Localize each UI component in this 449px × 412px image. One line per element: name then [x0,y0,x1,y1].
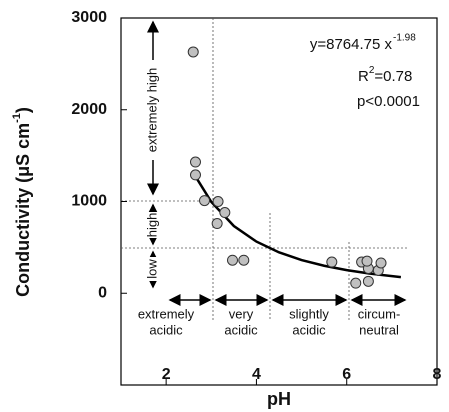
y-tick-label: 3000 [71,9,107,26]
point [350,277,362,289]
class-label: neutral [359,322,399,337]
point [199,195,211,207]
x-tick-label: 6 [342,366,351,383]
point [211,218,223,230]
y-tick-label: 1000 [71,193,107,210]
class-label: acidic [292,322,326,337]
point [212,196,224,207]
point [361,255,373,267]
point [187,46,199,58]
y-label-text: Conductivity (μS cm [13,123,33,297]
class-label: extremely high [144,68,159,153]
point [375,257,387,269]
point [362,275,374,287]
label-bg [144,212,162,238]
x-tick-label: 4 [252,366,261,383]
equation-exponent: -1.98 [393,33,416,44]
y-tick-label: 0 [98,284,107,301]
r2: R2=0.78 [358,65,412,85]
point [326,256,338,268]
label-bg [144,257,162,281]
point [189,156,201,168]
r2-base: R [358,68,369,85]
point [238,254,250,266]
class-label: slightly [289,306,329,321]
y-label-end: ) [13,107,33,113]
class-label: low [144,259,159,279]
class-label: acidic [149,322,183,337]
x-tick-label: 2 [162,366,171,383]
p-value: p<0.0001 [357,93,420,110]
point [227,254,239,266]
class-label: very [229,306,254,321]
class-label: circum- [358,306,401,321]
x-tick-label: 8 [433,366,442,383]
r2-value: =0.78 [374,68,412,85]
label-bg [144,60,162,160]
y-tick-label: 2000 [71,101,107,118]
class-label: high [144,213,159,238]
point [219,207,231,219]
class-label: extremely [138,306,195,321]
point [189,169,201,181]
y-axis-label: Conductivity (μS cm-1) [11,107,33,297]
y-label-sup: -1 [11,113,23,123]
x-axis-label: pH [267,389,291,409]
r2-sup: 2 [369,65,375,76]
equation: y=8764.75 x [310,36,393,53]
class-label: acidic [224,322,258,337]
